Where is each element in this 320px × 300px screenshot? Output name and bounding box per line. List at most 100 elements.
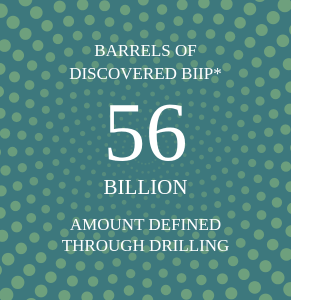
- dot: [215, 156, 221, 162]
- dot: [208, 147, 213, 152]
- dot: [15, 243, 27, 255]
- dot: [56, 81, 64, 89]
- dot: [191, 148, 195, 152]
- dot: [97, 194, 102, 199]
- dot: [105, 17, 115, 27]
- dot: [226, 180, 233, 187]
- dot: [56, 258, 66, 268]
- dot: [19, 28, 31, 40]
- dot: [7, 16, 20, 29]
- dot: [29, 232, 39, 242]
- dot: [124, 285, 134, 295]
- dot: [201, 204, 207, 210]
- dot: [0, 128, 10, 138]
- dot: [224, 227, 233, 236]
- dot: [63, 16, 74, 27]
- label-line: DISCOVERED BIIP*: [69, 64, 222, 83]
- dot: [142, 278, 152, 288]
- dot: [213, 105, 219, 111]
- dot: [97, 102, 102, 107]
- dot: [237, 120, 245, 128]
- dot: [67, 276, 78, 287]
- dot: [227, 96, 235, 104]
- dot: [190, 260, 199, 269]
- dot: [58, 65, 67, 74]
- dot: [217, 273, 228, 284]
- dot: [271, 271, 284, 284]
- dot: [190, 160, 194, 164]
- dot: [91, 170, 96, 175]
- dot: [187, 30, 196, 39]
- dot: [222, 167, 228, 173]
- dot: [111, 204, 116, 209]
- dot: [122, 200, 127, 205]
- unit: BILLION: [104, 175, 188, 199]
- dot: [91, 126, 96, 131]
- dot: [241, 186, 249, 194]
- dot: [98, 182, 103, 187]
- dot: [225, 31, 235, 41]
- dot: [233, 50, 243, 60]
- dot: [87, 155, 92, 160]
- dot: [57, 212, 65, 220]
- dot: [41, 205, 50, 214]
- dot: [87, 141, 92, 146]
- dot: [280, 124, 290, 134]
- dot: [259, 260, 271, 272]
- dot: [59, 182, 66, 189]
- dot: [58, 112, 65, 119]
- dot: [201, 102, 207, 108]
- dot: [23, 264, 35, 276]
- dot: [213, 91, 220, 98]
- dot: [46, 173, 54, 181]
- dot: [40, 89, 49, 98]
- dot: [8, 147, 18, 157]
- dot: [195, 126, 200, 131]
- dot: [232, 134, 239, 141]
- dot: [255, 96, 264, 105]
- dot: [236, 238, 246, 248]
- dot: [214, 187, 220, 193]
- dot: [232, 158, 239, 165]
- dot: [27, 60, 37, 70]
- dot: [199, 140, 204, 145]
- dot: [25, 80, 35, 90]
- dot: [272, 197, 282, 207]
- dot: [84, 103, 90, 109]
- dot: [199, 180, 204, 185]
- dot: [244, 3, 257, 16]
- dot: [45, 271, 57, 283]
- dot: [222, 63, 231, 72]
- dot: [97, 89, 103, 95]
- dot: [248, 131, 256, 139]
- dot: [277, 34, 290, 47]
- dot: [43, 147, 51, 155]
- dot: [142, 262, 151, 271]
- dot: [136, 204, 141, 209]
- dot: [56, 197, 64, 205]
- dot: [41, 71, 50, 80]
- dot: [0, 165, 10, 175]
- dot: [206, 164, 211, 169]
- dot: [82, 46, 91, 55]
- dot: [165, 200, 170, 205]
- dot: [264, 160, 273, 169]
- dot: [151, 204, 156, 209]
- infographic: BARRELS OF DISCOVERED BIIP* 56 BILLION A…: [0, 0, 291, 300]
- dot: [196, 275, 206, 285]
- dot: [159, 269, 168, 278]
- dot: [85, 192, 91, 198]
- dot: [64, 47, 73, 56]
- dot: [200, 88, 206, 94]
- dot: [193, 13, 203, 23]
- caption-line: AMOUNT DEFINED: [70, 215, 221, 234]
- dot: [32, 40, 43, 51]
- dot: [13, 50, 25, 62]
- dot: [215, 46, 224, 55]
- big-value: 56: [104, 86, 188, 179]
- dot: [35, 133, 43, 141]
- dot: [36, 252, 47, 263]
- dot: [177, 273, 187, 283]
- dot: [176, 203, 181, 208]
- dot: [92, 31, 101, 40]
